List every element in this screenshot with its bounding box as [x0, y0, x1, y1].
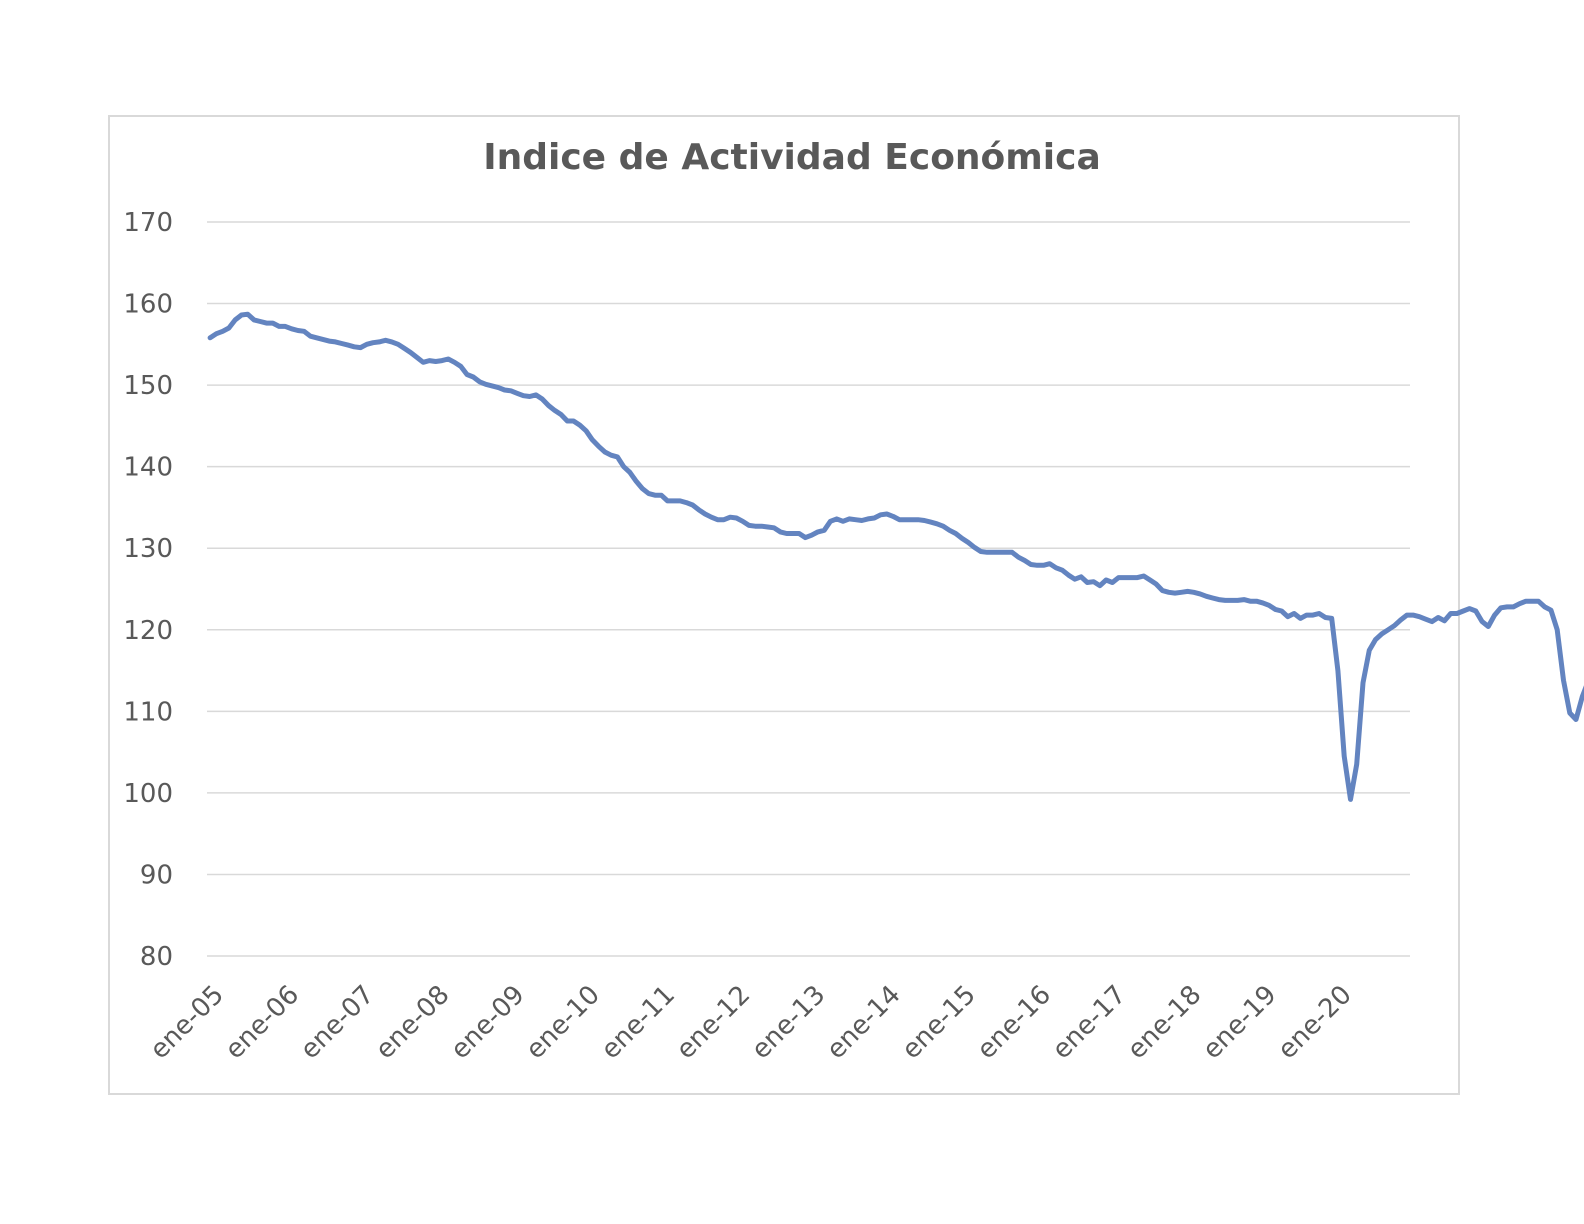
y-tick-label: 160 [123, 290, 173, 320]
y-tick-label: 90 [140, 860, 173, 890]
x-tick-label: ene-19 [1197, 980, 1283, 1066]
x-tick-label: ene-05 [144, 980, 230, 1066]
x-axis-tick-labels: ene-05ene-06ene-07ene-08ene-09ene-10ene-… [144, 980, 1357, 1066]
y-tick-label: 170 [123, 208, 173, 238]
y-axis-tick-labels: 80 90 100 110 120 130 140 150 160 170 [123, 208, 173, 972]
y-tick-label: 100 [123, 779, 173, 809]
y-tick-label: 140 [123, 453, 173, 483]
x-tick-label: ene-06 [220, 980, 306, 1066]
x-tick-label: ene-13 [746, 980, 832, 1066]
x-tick-label: ene-07 [295, 980, 381, 1066]
x-tick-label: ene-15 [896, 980, 982, 1066]
gridlines [207, 221, 1410, 957]
x-tick-label: ene-20 [1272, 980, 1358, 1066]
x-tick-label: ene-11 [596, 980, 682, 1066]
chart-title: Indice de Actividad Económica [483, 137, 1101, 178]
x-tick-label: ene-14 [821, 980, 907, 1066]
y-tick-label: 130 [123, 534, 173, 564]
y-tick-label: 120 [123, 616, 173, 646]
y-tick-label: 150 [123, 371, 173, 401]
series-line [207, 311, 1584, 802]
x-tick-label: ene-18 [1122, 980, 1208, 1066]
x-tick-label: ene-16 [971, 980, 1057, 1066]
chart-frame [108, 115, 1460, 1095]
y-tick-label: 110 [123, 697, 173, 727]
y-tick-label: 80 [140, 942, 173, 972]
series-layer [207, 311, 1584, 802]
x-tick-label: ene-12 [671, 980, 757, 1066]
x-tick-label: ene-09 [445, 980, 531, 1066]
x-tick-label: ene-10 [520, 980, 606, 1066]
x-tick-label: ene-17 [1047, 980, 1133, 1066]
x-tick-label: ene-08 [370, 980, 456, 1066]
